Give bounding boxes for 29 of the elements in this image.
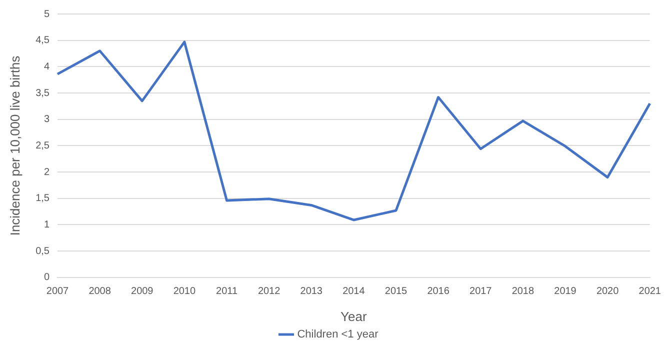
y-tick-label: 3 xyxy=(44,114,50,126)
x-tick-label: 2009 xyxy=(131,286,154,298)
y-tick-label: 1 xyxy=(44,219,50,230)
x-tick-label: 2016 xyxy=(427,286,450,298)
y-tick-label: 2,5 xyxy=(36,140,50,152)
y-tick-label: 2 xyxy=(44,166,50,178)
x-axis-title: Year xyxy=(340,308,368,324)
x-tick-label: 2008 xyxy=(88,286,112,298)
x-tick-label: 2013 xyxy=(300,286,323,298)
y-tick-label: 0 xyxy=(44,272,50,284)
y-tick-label: 3,5 xyxy=(36,88,50,99)
x-tick-label: 2019 xyxy=(554,286,577,298)
x-tick-label: 2015 xyxy=(384,286,408,298)
x-tick-label: 2010 xyxy=(173,286,196,298)
y-tick-label: 5 xyxy=(44,8,50,20)
y-tick-label: 4 xyxy=(44,61,50,72)
y-tick-label: 1,5 xyxy=(36,193,50,204)
x-tick-label: 2014 xyxy=(342,286,366,298)
x-tick-label: 2007 xyxy=(46,286,70,298)
y-axis-title: Incidence per 10,000 live births xyxy=(7,55,22,236)
x-tick-label: 2017 xyxy=(470,286,492,298)
y-tick-label: 4,5 xyxy=(36,35,50,46)
legend-label: Children <1 year xyxy=(297,328,379,341)
x-tick-label: 2011 xyxy=(216,286,238,298)
x-tick-label: 2020 xyxy=(596,286,620,298)
x-tick-label: 2018 xyxy=(512,286,534,298)
y-tick-label: 0,5 xyxy=(36,246,50,257)
x-tick-label: 2012 xyxy=(258,286,281,298)
x-tick-label: 2021 xyxy=(638,286,662,298)
